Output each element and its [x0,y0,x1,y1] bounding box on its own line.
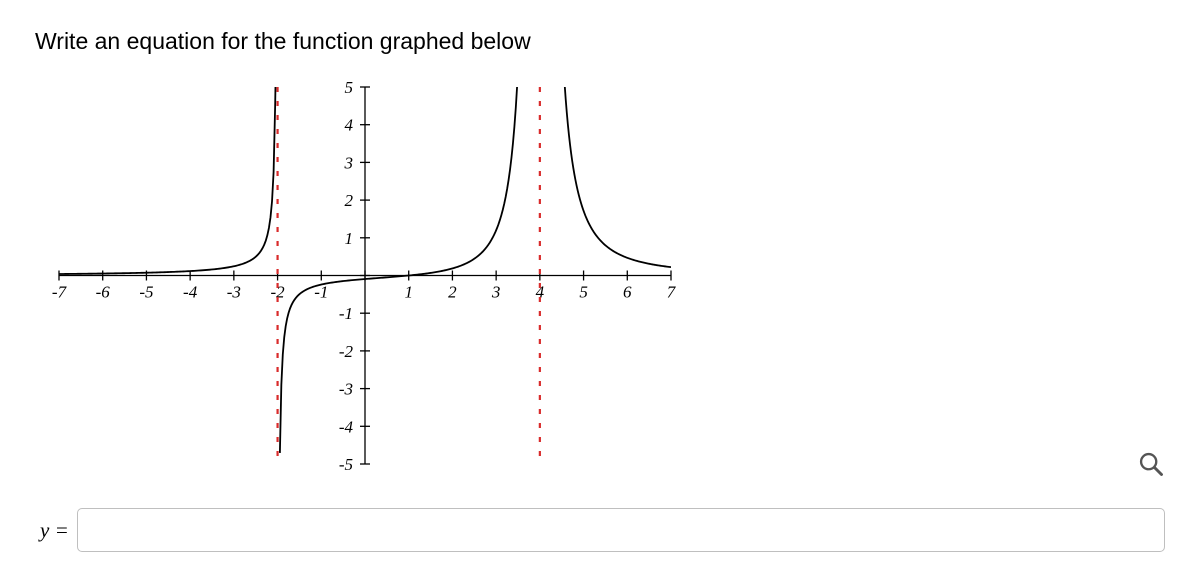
svg-text:3: 3 [491,283,501,302]
svg-text:-6: -6 [96,283,111,302]
svg-text:-5: -5 [339,455,353,474]
svg-text:-7: -7 [52,283,68,302]
problem-prompt: Write an equation for the function graph… [35,28,1165,55]
answer-label: y = [35,518,69,543]
answer-row: y = [35,508,1165,552]
magnify-icon[interactable] [1137,450,1165,478]
svg-text:4: 4 [345,116,354,135]
svg-text:5: 5 [579,283,588,302]
svg-text:3: 3 [344,153,354,172]
svg-text:6: 6 [623,283,632,302]
svg-text:5: 5 [345,78,354,97]
svg-text:2: 2 [448,283,457,302]
svg-text:-5: -5 [139,283,153,302]
svg-text:-4: -4 [339,417,354,436]
answer-input[interactable] [77,508,1165,552]
svg-text:1: 1 [404,283,413,302]
svg-text:2: 2 [345,191,354,210]
svg-text:1: 1 [345,229,354,248]
svg-text:-3: -3 [227,283,241,302]
svg-text:-2: -2 [339,342,354,361]
svg-text:-1: -1 [339,304,353,323]
function-graph: -7-6-5-4-3-2-11234567-5-4-3-2-112345 [45,73,685,478]
svg-text:7: 7 [667,283,677,302]
svg-text:-4: -4 [183,283,198,302]
svg-text:-3: -3 [339,380,353,399]
graph-container: -7-6-5-4-3-2-11234567-5-4-3-2-112345 [45,73,1165,478]
